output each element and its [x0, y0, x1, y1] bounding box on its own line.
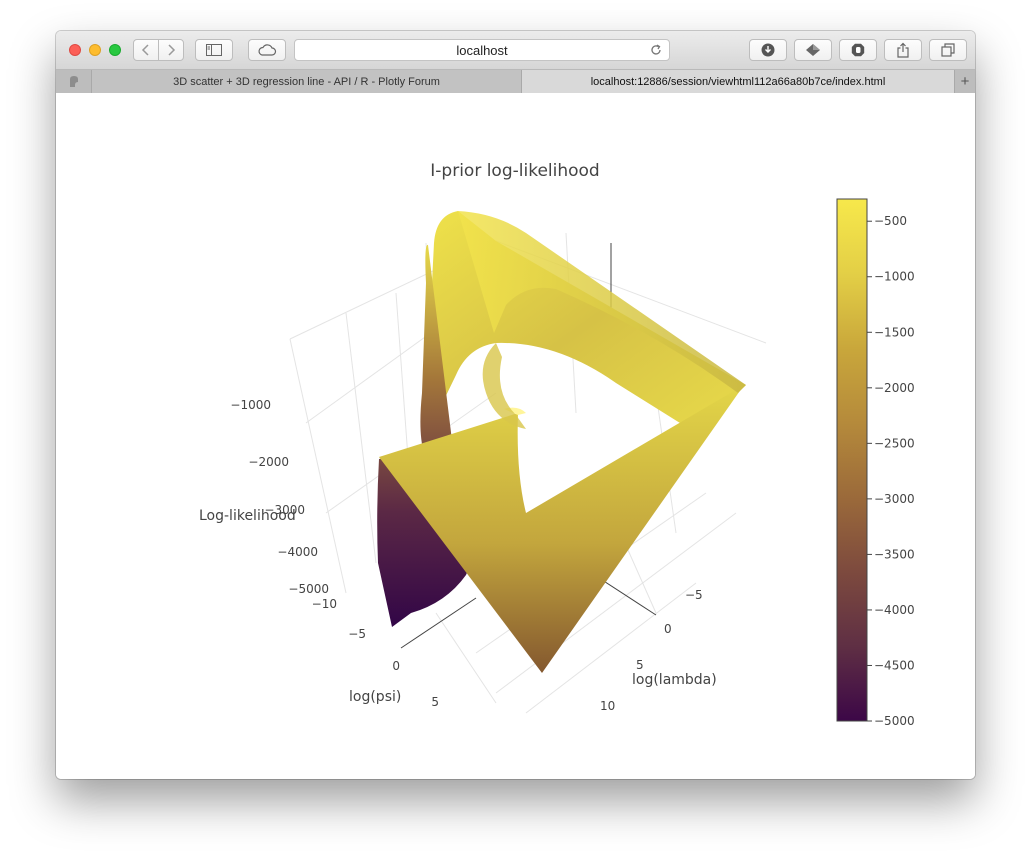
sidebar-icon [206, 44, 222, 56]
y-axis: −10 −5 0 5 log(psi) [312, 597, 439, 709]
adblock-button[interactable] [839, 39, 877, 61]
new-tab-button[interactable]: + [955, 70, 975, 93]
page-content: I-prior log-likelihood [56, 93, 975, 779]
address-bar[interactable]: localhost [294, 39, 670, 61]
chevron-left-icon [141, 44, 149, 56]
sidebar-button[interactable] [195, 39, 233, 61]
plot-area[interactable]: I-prior log-likelihood [56, 93, 975, 779]
extension-button[interactable] [794, 39, 832, 61]
y-tick: −5 [348, 627, 366, 641]
z-tick: −2000 [248, 455, 289, 469]
z-tick: −1000 [230, 398, 271, 412]
close-window-button[interactable] [69, 44, 81, 56]
zoom-window-button[interactable] [109, 44, 121, 56]
share-icon [897, 42, 909, 58]
colorbar-tick-label: −3000 [874, 492, 915, 506]
x-tick: 10 [600, 699, 615, 713]
tabs-overview-icon [941, 43, 955, 57]
tab-label: localhost:12886/session/viewhtml112a66a8… [590, 75, 886, 88]
colorbar-tick-label: −4000 [874, 603, 915, 617]
address-text: localhost [456, 42, 508, 58]
tab-localhost-session[interactable]: localhost:12886/session/viewhtml112a66a8… [522, 70, 955, 93]
icloud-tabs-button[interactable] [248, 39, 286, 61]
colorbar-tick-label: −2500 [874, 436, 915, 450]
pinned-tab[interactable] [56, 70, 92, 93]
tab-bar: 3D scatter + 3D regression line - API / … [56, 70, 975, 94]
y-tick: −10 [312, 597, 337, 611]
download-icon [761, 43, 775, 57]
colorbar-tick-label: −3500 [874, 547, 915, 561]
tab-plotly-forum[interactable]: 3D scatter + 3D regression line - API / … [92, 70, 522, 93]
tab-label: 3D scatter + 3D regression line - API / … [173, 75, 440, 88]
forward-button[interactable] [158, 39, 184, 61]
colorbar-scale [836, 198, 868, 722]
y-tick: 5 [431, 695, 439, 709]
y-tick: 0 [392, 659, 400, 673]
colorbar-tick-label: −4500 [874, 658, 915, 672]
z-tick: −4000 [277, 545, 318, 559]
hand-stop-icon [851, 43, 865, 57]
x-axis: −5 0 5 10 log(lambda) [600, 588, 717, 713]
cloud-icon [258, 44, 277, 56]
minimize-window-button[interactable] [89, 44, 101, 56]
colorbar-tick-label: −1000 [874, 270, 915, 284]
z-axis: −1000 −2000 −3000 −4000 −5000 Log-likeli… [199, 398, 329, 596]
x-tick: −5 [685, 588, 703, 602]
diamond-extension-icon [806, 44, 820, 56]
z-tick: −3000 [264, 503, 305, 517]
surface-inner-curve [482, 343, 526, 429]
likelihood-surface[interactable] [377, 211, 746, 673]
z-tick: −5000 [288, 582, 329, 596]
chart-title: I-prior log-likelihood [430, 161, 599, 181]
back-button[interactable] [133, 39, 159, 61]
colorbar-tick-label: −2000 [874, 381, 915, 395]
colorbar-tick-label: −5000 [874, 714, 915, 728]
x-axis-label: log(lambda) [632, 672, 717, 688]
share-button[interactable] [884, 39, 922, 61]
colorbar-tick-label: −500 [874, 214, 907, 228]
chevron-right-icon [168, 44, 176, 56]
x-tick: 5 [636, 658, 644, 672]
colorbar-ticks: −500 −1000 −1500 −2000 −2500 −3000 −3500 −4000 −… [867, 214, 915, 728]
x-tick: 0 [664, 622, 672, 636]
z-axis-label: Log-likelihood [199, 508, 296, 524]
reload-icon[interactable] [649, 43, 663, 57]
colorbar: −500 −1000 −1500 −2000 −2500 −3000 −3500 −4000 −… [836, 198, 915, 728]
downloads-button[interactable] [749, 39, 787, 61]
show-tabs-button[interactable] [929, 39, 967, 61]
pinned-site-icon [69, 75, 78, 87]
browser-window: localhost 3D scatter + 3D regression lin… [56, 31, 975, 779]
colorbar-tick-label: −1500 [874, 325, 915, 339]
title-bar: localhost [56, 31, 975, 70]
surface-front-sheet [379, 385, 744, 673]
surface-rim-ridge [458, 211, 746, 393]
new-tab-label: + [960, 73, 970, 90]
y-axis-label: log(psi) [349, 689, 401, 705]
